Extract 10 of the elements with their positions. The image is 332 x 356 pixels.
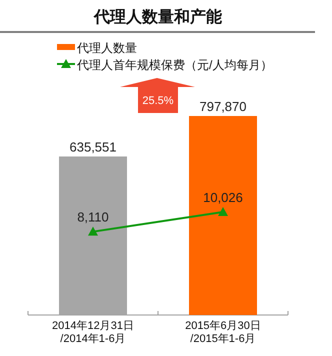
legend-label: 代理人首年规模保费（元/人均每月） <box>76 58 272 72</box>
data-label: 8,110 <box>77 210 109 225</box>
legend-label: 代理人数量 <box>76 41 137 55</box>
title: 代理人数量和产能 <box>94 9 222 26</box>
data-label: 10,026 <box>203 190 243 205</box>
x-tick-label: 2014年12月31日 /2014年1-6月 <box>52 320 134 345</box>
arrow-growth: 25.5% <box>120 78 195 113</box>
x-tick-label: 2015年6月30日 /2015年1-6月 <box>185 320 261 345</box>
data-label: 635,551 <box>70 139 116 154</box>
data-label: 797,870 <box>200 99 246 114</box>
